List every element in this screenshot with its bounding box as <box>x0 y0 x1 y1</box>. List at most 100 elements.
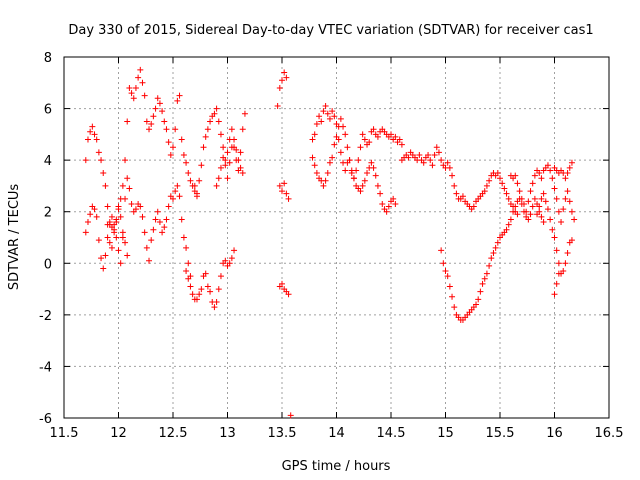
data-point <box>451 304 458 311</box>
data-point <box>170 195 176 202</box>
data-point <box>228 144 235 151</box>
data-point <box>405 154 412 161</box>
data-point <box>146 257 153 264</box>
data-point <box>416 151 423 158</box>
data-point <box>115 247 122 254</box>
data-point <box>276 182 283 189</box>
x-tick-label: 16.5 <box>595 426 624 441</box>
data-point <box>159 229 166 236</box>
data-point <box>104 203 111 210</box>
data-point <box>320 182 327 189</box>
data-point <box>84 219 91 226</box>
data-point <box>185 275 192 282</box>
data-point <box>361 177 368 184</box>
data-point <box>562 260 569 267</box>
data-point <box>106 239 113 246</box>
data-point <box>154 95 161 102</box>
y-tick-label: -4 <box>39 360 52 375</box>
data-point <box>237 164 244 171</box>
data-point <box>520 200 527 207</box>
data-point <box>446 164 453 171</box>
x-tick-label: 14 <box>328 426 345 441</box>
data-point <box>370 126 377 133</box>
data-point <box>503 190 510 197</box>
data-point <box>313 170 320 177</box>
data-point <box>161 118 168 125</box>
data-point <box>562 195 569 202</box>
data-point <box>337 115 344 122</box>
data-point <box>331 141 338 148</box>
data-point <box>196 177 203 184</box>
data-point <box>505 221 512 228</box>
data-point <box>202 133 209 140</box>
data-point <box>547 167 554 174</box>
data-point <box>344 144 351 151</box>
data-point <box>374 133 381 140</box>
data-point <box>141 229 148 236</box>
data-point <box>148 237 155 244</box>
data-point <box>191 182 198 189</box>
data-point <box>132 206 139 213</box>
data-point <box>357 144 364 151</box>
data-point <box>566 198 573 205</box>
data-point <box>329 108 336 115</box>
data-point <box>531 195 538 202</box>
data-point <box>150 113 157 120</box>
data-point <box>374 182 381 189</box>
data-point <box>150 226 157 233</box>
data-point <box>483 182 490 189</box>
data-point <box>146 126 153 133</box>
data-point <box>512 203 519 210</box>
data-point <box>553 280 560 287</box>
data-point <box>538 195 545 202</box>
data-point <box>326 115 333 122</box>
data-point <box>154 208 161 215</box>
x-tick-label: 12.5 <box>159 426 188 441</box>
data-point <box>379 200 386 207</box>
data-point <box>475 296 482 303</box>
data-point <box>553 195 560 202</box>
data-point <box>555 260 562 267</box>
data-point <box>518 195 525 202</box>
data-point <box>355 157 362 164</box>
data-point <box>128 90 135 97</box>
data-point <box>156 100 163 107</box>
data-point <box>239 170 246 177</box>
data-point <box>91 206 98 213</box>
data-point <box>95 149 102 156</box>
data-point <box>95 237 102 244</box>
data-point <box>440 260 447 267</box>
data-point <box>165 139 172 146</box>
data-point <box>350 175 357 182</box>
x-tick-label: 11.5 <box>50 426 79 441</box>
data-point <box>200 144 207 151</box>
data-point <box>237 149 244 156</box>
data-point <box>326 159 333 166</box>
data-point <box>562 175 569 182</box>
data-point <box>444 273 451 280</box>
x-tick-label: 16 <box>546 426 563 441</box>
data-point <box>159 108 166 115</box>
data-point <box>420 159 427 166</box>
x-tick-label: 15.5 <box>486 426 515 441</box>
data-point <box>555 208 562 215</box>
data-point <box>279 188 285 195</box>
data-point <box>285 291 292 298</box>
data-point <box>449 293 456 300</box>
data-point <box>505 195 512 202</box>
data-point <box>187 177 194 184</box>
data-point <box>433 144 440 151</box>
data-point <box>224 175 231 182</box>
data-point <box>185 170 192 177</box>
data-point <box>566 164 573 171</box>
data-point <box>333 133 340 140</box>
data-point <box>207 288 214 295</box>
data-point <box>540 190 547 197</box>
x-tick-label: 12 <box>110 426 127 441</box>
data-point <box>231 247 238 254</box>
data-point <box>122 239 129 246</box>
data-point <box>215 286 222 293</box>
data-point <box>320 108 327 115</box>
data-point <box>163 126 170 133</box>
